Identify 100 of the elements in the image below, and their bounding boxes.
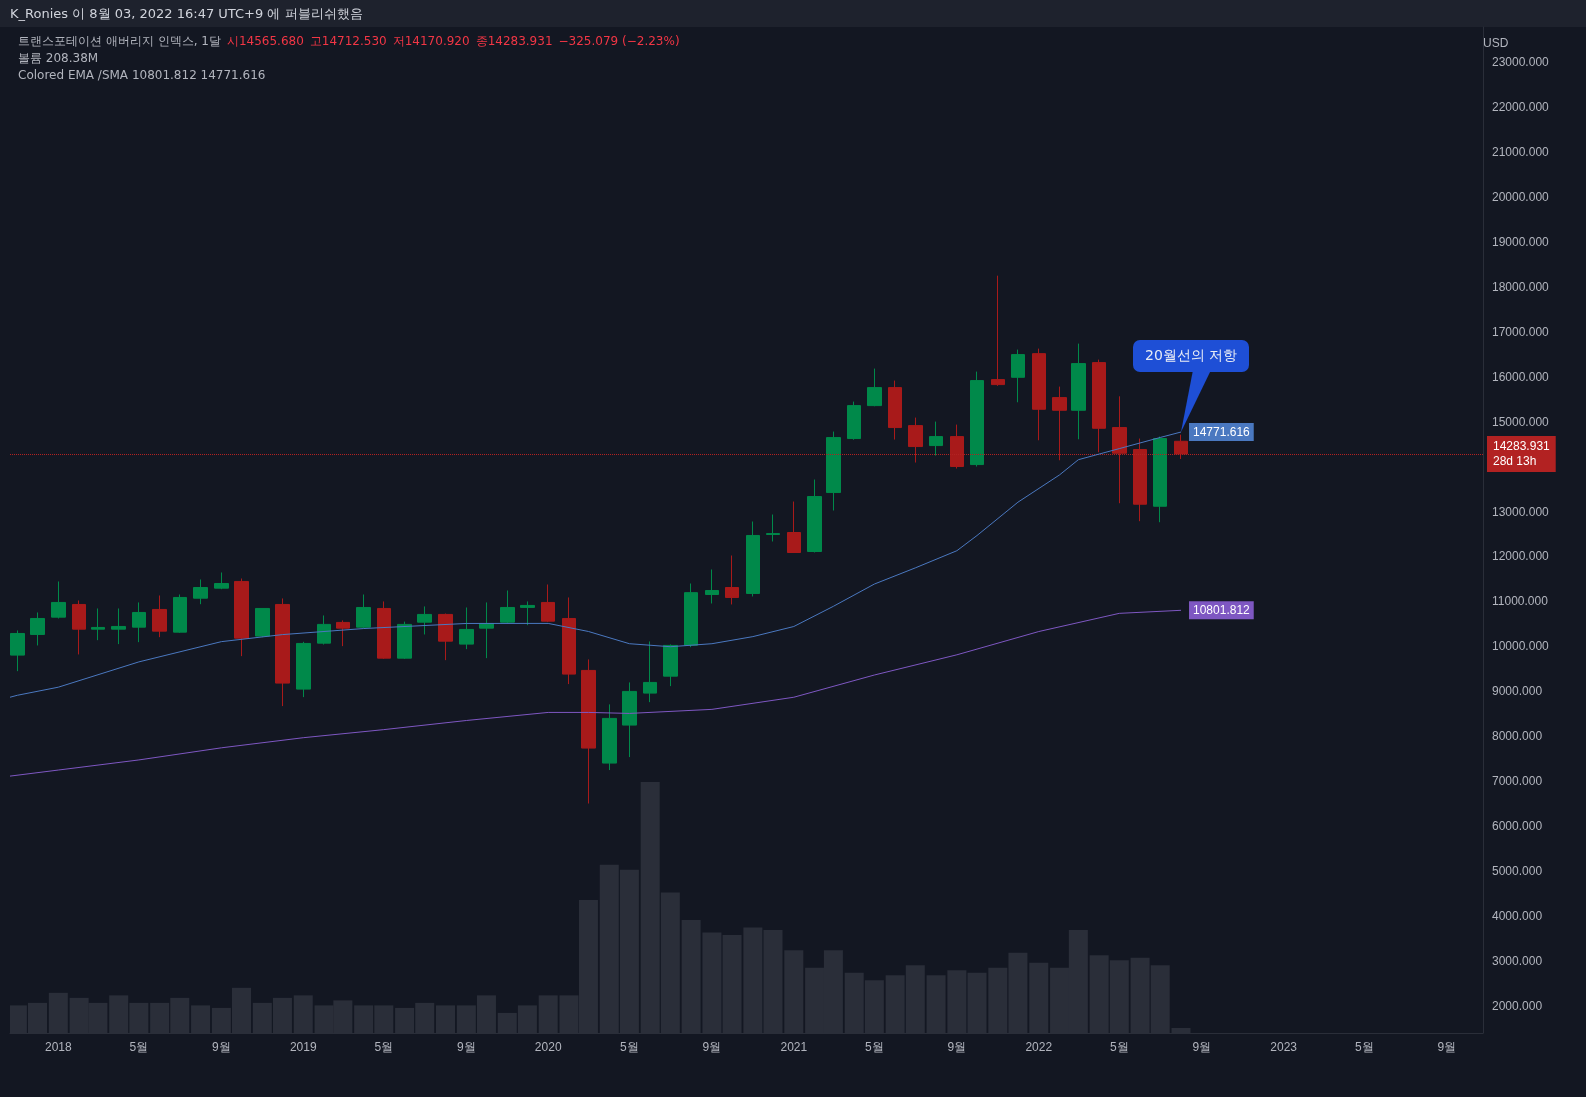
x-tick-label: 2023 bbox=[1270, 1040, 1298, 1054]
y-tick-label: 9000.000 bbox=[1492, 684, 1543, 699]
y-tick-label: 11000.000 bbox=[1492, 594, 1549, 609]
x-tick-label: 2018 bbox=[44, 1040, 72, 1054]
y-tick-label: 19000.000 bbox=[1492, 235, 1550, 250]
x-tick-label: 5월 bbox=[620, 1040, 639, 1054]
candlestick bbox=[459, 606, 474, 650]
candlestick bbox=[132, 601, 146, 643]
candlestick bbox=[255, 607, 270, 638]
y-tick-label: 23000.000 bbox=[1492, 55, 1550, 70]
x-tick-label: 5월 bbox=[1354, 1040, 1374, 1054]
candlestick bbox=[377, 600, 391, 660]
candlestick bbox=[663, 643, 678, 687]
y-tick-label: 18000.000 bbox=[1492, 280, 1550, 295]
candlestick bbox=[705, 568, 719, 604]
y-tick-label: 17000.000 bbox=[1492, 324, 1550, 339]
data-label: 10801.812 bbox=[1193, 603, 1251, 618]
candlestick bbox=[746, 521, 760, 597]
candlestick bbox=[826, 431, 841, 512]
annotation: 종14283.931 bbox=[475, 34, 553, 48]
x-tick-label: 9월 bbox=[947, 1040, 967, 1054]
x-tick-label: 5월 bbox=[1109, 1040, 1129, 1054]
y-tick-label: 21000.000 bbox=[1492, 145, 1550, 160]
candlestick bbox=[173, 593, 187, 634]
y-tick-label: 7000.000 bbox=[1492, 774, 1543, 789]
text: 트랜스포테이션 애버리지 인덱스, 1달 bbox=[18, 34, 221, 48]
candlestick bbox=[929, 421, 943, 457]
x-tick-label: 5월 bbox=[374, 1040, 394, 1054]
y-tick-label: 5000.000 bbox=[1492, 863, 1543, 878]
y-tick-label: 12000.000 bbox=[1492, 549, 1550, 564]
candlestick bbox=[336, 619, 350, 647]
chart-title: K_Ronies 이 8월 03, 2022 16:47 UTC+9 에 퍼블리쉬했음 bbox=[0, 0, 1586, 27]
candlestick bbox=[193, 578, 208, 605]
y-axis-title: USD bbox=[1483, 36, 1509, 50]
candlestick bbox=[317, 614, 331, 646]
candlestick bbox=[296, 641, 311, 698]
candlestick bbox=[91, 607, 105, 641]
candlestick bbox=[888, 380, 902, 441]
y-tick-label: 8000.000 bbox=[1492, 729, 1543, 744]
y-tick-label: 2000.000 bbox=[1492, 998, 1543, 1013]
x-tick-label: 9월 bbox=[1437, 1040, 1457, 1054]
x-tick-label: 5월 bbox=[865, 1040, 884, 1054]
candlestick bbox=[1092, 359, 1106, 453]
y-tick-label: 15000.000 bbox=[1492, 414, 1550, 429]
candlestick bbox=[684, 582, 698, 648]
candlestick bbox=[356, 593, 371, 629]
candlestick bbox=[787, 501, 801, 553]
candlestick bbox=[541, 583, 555, 623]
candlestick bbox=[725, 555, 739, 605]
x-tick-label: 9월 bbox=[1192, 1040, 1212, 1054]
candlestick bbox=[562, 596, 576, 685]
annotation: 20월선의 저항 bbox=[1133, 340, 1250, 373]
x-tick-label: 9월 bbox=[456, 1040, 476, 1054]
y-tick-label: 22000.000 bbox=[1492, 100, 1550, 115]
candlestick bbox=[397, 621, 412, 660]
candlestick bbox=[500, 589, 515, 624]
candlestick bbox=[275, 597, 290, 707]
annotation: 고14712.530 bbox=[309, 34, 387, 48]
ref-line-label: 14283.931 28d 13h bbox=[1493, 439, 1551, 469]
candlestick bbox=[417, 605, 432, 635]
candlestick bbox=[152, 594, 167, 638]
candlestick bbox=[867, 368, 882, 407]
candlestick bbox=[30, 611, 45, 646]
annotation: 시14565.680 bbox=[226, 34, 304, 48]
annotation: −325.079 (−2.23%) bbox=[558, 34, 680, 48]
candlestick bbox=[72, 599, 86, 655]
candlestick bbox=[991, 275, 1005, 387]
data-label: 14771.616 bbox=[1193, 425, 1251, 440]
candlestick bbox=[643, 640, 657, 703]
candlestick bbox=[234, 578, 249, 657]
y-tick-label: 16000.000 bbox=[1492, 369, 1550, 384]
candlestick bbox=[111, 607, 126, 645]
y-tick-label: 6000.000 bbox=[1492, 818, 1543, 833]
x-tick-label: 2021 bbox=[780, 1040, 808, 1054]
line-series bbox=[9, 609, 1182, 777]
candlestick bbox=[51, 580, 66, 619]
candlestick bbox=[847, 401, 861, 441]
annotation: Colored EMA /SMA 10801.812 14771.616 bbox=[18, 67, 267, 84]
candlestick bbox=[766, 514, 780, 542]
y-tick-label: 4000.000 bbox=[1492, 908, 1543, 923]
candlestick bbox=[622, 681, 637, 758]
x-tick-label: 5월 bbox=[129, 1040, 149, 1054]
annotation: 저14170.920 bbox=[392, 34, 470, 48]
y-tick-label: 3000.000 bbox=[1492, 953, 1543, 968]
candlestick bbox=[807, 479, 822, 553]
line-series bbox=[9, 431, 1182, 698]
candlestick bbox=[970, 371, 984, 468]
x-tick-label: 2019 bbox=[289, 1040, 317, 1054]
candlestick bbox=[520, 600, 535, 626]
x-tick-label: 9월 bbox=[702, 1040, 722, 1054]
candlestick bbox=[1153, 436, 1167, 523]
candlestick bbox=[581, 658, 596, 805]
candlestick bbox=[214, 571, 229, 590]
x-tick-label: 9월 bbox=[212, 1040, 231, 1054]
x-tick-label: 2020 bbox=[534, 1040, 562, 1054]
candlestick bbox=[10, 629, 25, 672]
annotation: 볼륨 208.38M bbox=[18, 50, 100, 67]
x-tick-label: 2022 bbox=[1025, 1040, 1053, 1054]
candlestick bbox=[602, 703, 617, 771]
y-tick-label: 13000.000 bbox=[1492, 504, 1550, 519]
